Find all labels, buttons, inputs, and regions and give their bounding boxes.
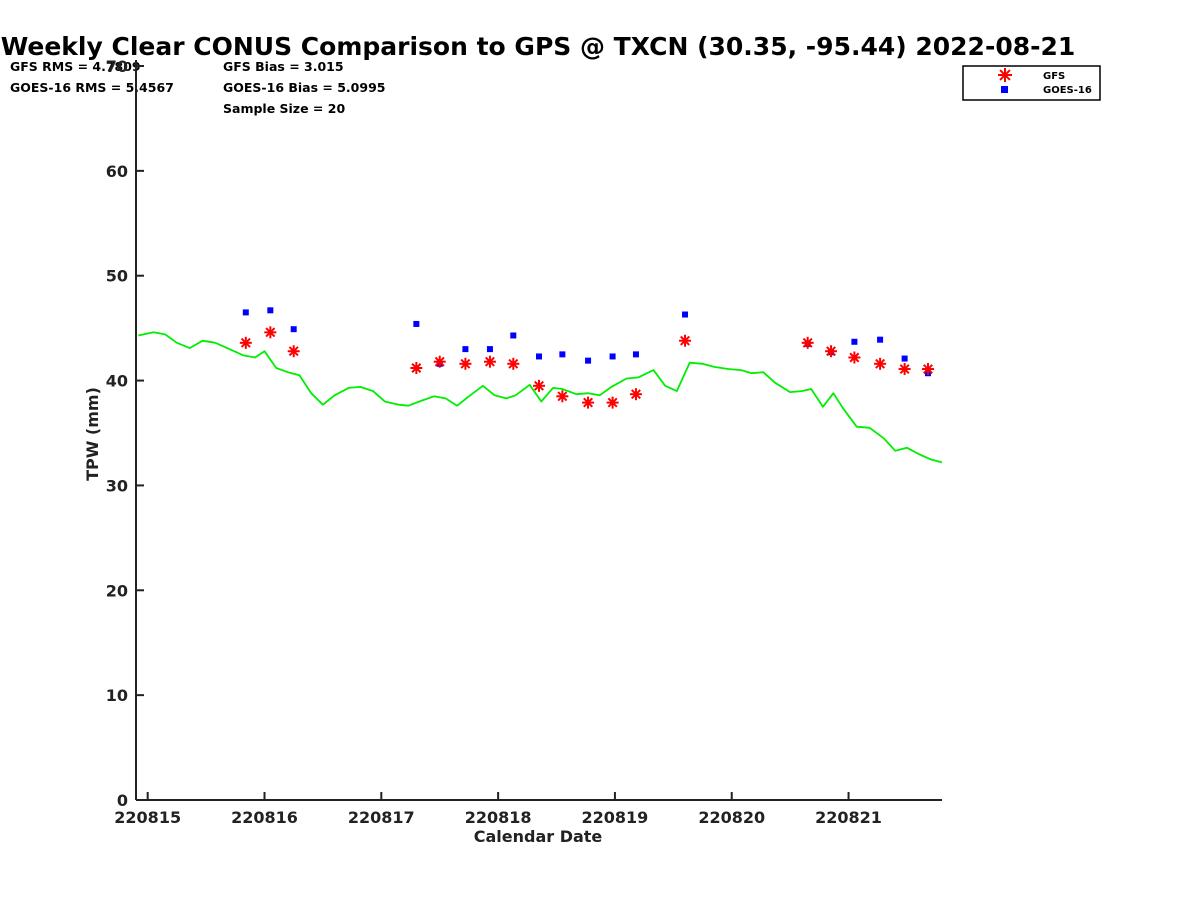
gfs-point bbox=[801, 336, 814, 349]
asterisk-stroke bbox=[288, 346, 299, 357]
asterisk-stroke bbox=[923, 364, 933, 374]
asterisk-stroke bbox=[460, 358, 471, 369]
asterisk-stroke bbox=[534, 380, 544, 391]
asterisk-stroke bbox=[265, 327, 276, 338]
asterisk-stroke bbox=[607, 397, 618, 408]
goes-16-point bbox=[877, 336, 884, 343]
asterisk-stroke bbox=[849, 352, 860, 363]
gfs-point bbox=[410, 361, 423, 374]
x-tick-label: 220819 bbox=[582, 808, 649, 827]
goes-rms-text: GOES-16 RMS = 5.4567 bbox=[10, 80, 174, 95]
plot-area: 0 10 20 30 40 50 60 70 220815 220816 220817 220818 2… bbox=[106, 57, 943, 827]
asterisk-stroke bbox=[680, 335, 690, 346]
y-tick-label: 40 bbox=[106, 372, 128, 391]
y-tick-label: 60 bbox=[106, 162, 128, 181]
gps-tpw-line bbox=[138, 331, 943, 464]
gfs-point bbox=[582, 396, 595, 409]
goes-16-point bbox=[486, 346, 493, 353]
y-tick-label: 10 bbox=[106, 686, 128, 705]
goes-16-point bbox=[510, 332, 517, 339]
gfs-bias-text: GFS Bias = 3.015 bbox=[223, 59, 344, 74]
gfs-point bbox=[921, 363, 934, 376]
x-tick-label: 220815 bbox=[114, 808, 181, 827]
legend: GFS GOES-16 bbox=[962, 65, 1101, 101]
y-tick-label: 0 bbox=[117, 791, 128, 810]
asterisk-stroke bbox=[484, 356, 495, 367]
goes-16-point bbox=[585, 357, 592, 364]
asterisk-stroke bbox=[899, 364, 910, 374]
goes-16-point bbox=[851, 338, 858, 345]
goes-16-point bbox=[609, 353, 616, 360]
gfs-point bbox=[239, 336, 252, 349]
goes-16-point bbox=[413, 320, 420, 327]
legend-gfs-label: GFS bbox=[1043, 71, 1065, 82]
x-tick-label: 220817 bbox=[348, 808, 415, 827]
goes-16-point bbox=[901, 355, 908, 362]
goes-16-point bbox=[559, 351, 566, 358]
asterisk-stroke bbox=[802, 337, 813, 348]
gfs-point bbox=[533, 379, 545, 392]
x-axis-label: Calendar Date bbox=[474, 827, 603, 846]
y-axis-label: TPW (mm) bbox=[83, 387, 102, 481]
asterisk-stroke bbox=[508, 358, 519, 369]
goes-16-point bbox=[462, 346, 469, 353]
legend-box bbox=[962, 65, 1101, 101]
gfs-rms-text: GFS RMS = 4.7809 bbox=[10, 59, 141, 74]
legend-gfs-asterisk bbox=[998, 68, 1012, 82]
asterisk-stroke bbox=[875, 358, 886, 369]
gfs-point bbox=[874, 357, 887, 370]
gfs-point bbox=[287, 345, 300, 358]
goes-bias-text: GOES-16 Bias = 5.0995 bbox=[223, 80, 385, 95]
gfs-point bbox=[898, 363, 911, 376]
gfs-point bbox=[606, 396, 619, 409]
asterisk-stroke bbox=[240, 337, 251, 348]
gfs-point bbox=[459, 357, 472, 370]
legend-goes-square-icon bbox=[1001, 86, 1008, 93]
asterisk-stroke bbox=[631, 389, 641, 400]
asterisk-stroke bbox=[826, 346, 836, 357]
chart-title: Weekly Clear CONUS Comparison to GPS @ T… bbox=[1, 32, 1076, 61]
y-tick-label: 70 bbox=[106, 57, 128, 76]
gfs-point bbox=[556, 390, 569, 403]
x-tick-label: 220816 bbox=[231, 808, 298, 827]
asterisk-stroke bbox=[411, 363, 422, 373]
asterisk-stroke bbox=[557, 391, 568, 402]
goes-16-point bbox=[290, 326, 297, 333]
legend-gfs-asterisk-icon bbox=[998, 68, 1012, 82]
goes-16-point bbox=[242, 309, 249, 316]
y-tick-label: 50 bbox=[106, 267, 128, 286]
x-tick-label: 220818 bbox=[465, 808, 532, 827]
asterisk-stroke bbox=[999, 69, 1011, 81]
y-tick-label: 20 bbox=[106, 581, 128, 600]
gfs-point bbox=[825, 345, 838, 358]
gfs-point bbox=[264, 326, 277, 339]
gfs-point bbox=[483, 355, 496, 368]
goes-16-point bbox=[536, 353, 542, 360]
x-tick-label: 220821 bbox=[815, 808, 882, 827]
gfs-point bbox=[433, 355, 446, 368]
sample-size-text: Sample Size = 20 bbox=[223, 101, 345, 116]
asterisk-stroke bbox=[583, 397, 594, 408]
gfs-point bbox=[848, 351, 861, 364]
gfs-point bbox=[507, 357, 520, 370]
goes-16-point bbox=[682, 311, 689, 318]
x-tick-label: 220820 bbox=[698, 808, 765, 827]
legend-goes-label: GOES-16 bbox=[1043, 85, 1092, 96]
goes-16-point bbox=[267, 307, 274, 314]
goes-16-point bbox=[632, 351, 639, 358]
gfs-point bbox=[629, 388, 642, 401]
y-tick-label: 30 bbox=[106, 476, 128, 495]
gfs-point bbox=[679, 334, 692, 347]
asterisk-stroke bbox=[434, 356, 445, 367]
